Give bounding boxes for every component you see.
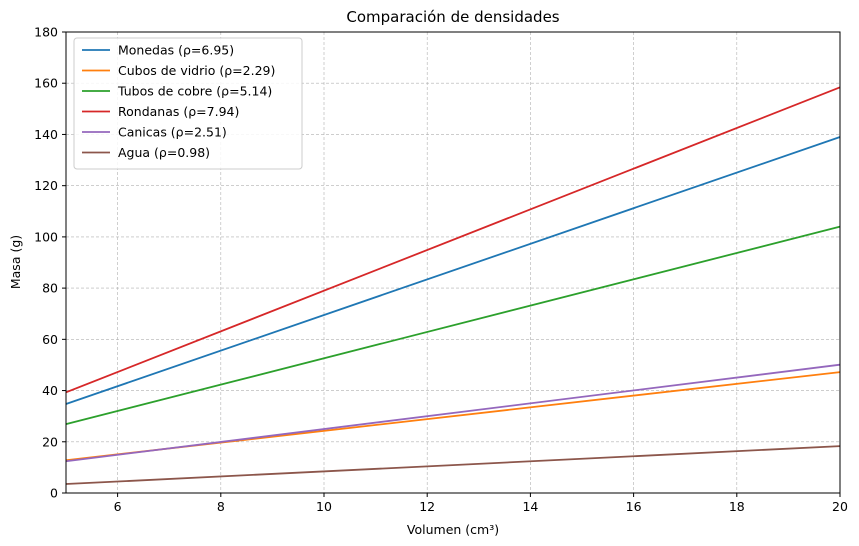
- x-tick-label: 14: [522, 499, 538, 514]
- x-tick-label: 16: [626, 499, 642, 514]
- y-tick-label: 20: [42, 434, 58, 449]
- legend-label: Monedas (ρ=6.95): [118, 43, 234, 58]
- series-line: [65, 445, 841, 485]
- legend-label: Rondanas (ρ=7.94): [118, 104, 239, 119]
- y-tick-label: 60: [42, 332, 58, 347]
- y-axis-label: Masa (g): [8, 235, 23, 289]
- chart-title: Comparación de densidades: [346, 8, 559, 26]
- x-tick-label: 6: [114, 499, 122, 514]
- y-tick-label: 180: [34, 25, 58, 40]
- y-tick-label: 100: [34, 229, 58, 244]
- x-axis-label: Volumen (cm³): [407, 522, 499, 537]
- series-lines: [65, 86, 841, 485]
- series-line: [65, 363, 841, 463]
- legend-label: Canicas (ρ=2.51): [118, 125, 227, 140]
- y-tick-label: 140: [34, 127, 58, 142]
- x-tick-label: 18: [729, 499, 745, 514]
- x-tick-label: 20: [832, 499, 848, 514]
- legend-label: Tubos de cobre (ρ=5.14): [117, 84, 272, 99]
- x-tick-label: 8: [217, 499, 225, 514]
- x-tick-label: 10: [316, 499, 332, 514]
- legend: Monedas (ρ=6.95) Cubos de vidrio (ρ=2.29)…: [73, 37, 303, 170]
- y-tick-label: 40: [42, 383, 58, 398]
- legend-box: [73, 37, 303, 170]
- y-tick-label: 160: [34, 76, 58, 91]
- y-tick-label: 80: [42, 281, 58, 296]
- legend-label: Agua (ρ=0.98): [118, 145, 210, 160]
- plot-frame: [65, 31, 841, 494]
- x-axis-ticks: 6 8 10 12 14 16 18 20: [114, 493, 848, 514]
- legend-label: Cubos de vidrio (ρ=2.29): [118, 63, 275, 78]
- y-tick-label: 0: [50, 486, 58, 501]
- x-tick-label: 12: [419, 499, 435, 514]
- y-tick-label: 120: [34, 178, 58, 193]
- series-line: [65, 86, 841, 394]
- y-axis-ticks: 0 20 40 60 80 100 120 140 160 180: [34, 25, 66, 501]
- series-line: [65, 136, 841, 405]
- series-line: [65, 225, 841, 425]
